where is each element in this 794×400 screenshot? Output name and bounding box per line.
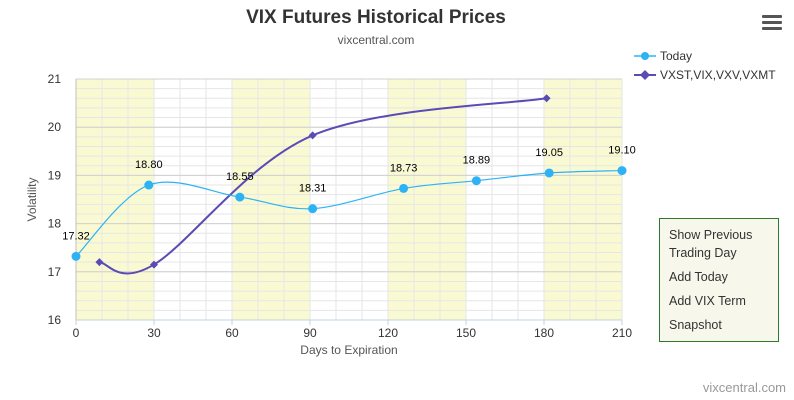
data-point-term (542, 94, 551, 103)
y-tick-label: 19 (48, 168, 62, 182)
data-label-today: 17.32 (62, 230, 90, 242)
legend-circle-icon (634, 51, 656, 60)
data-point-today (399, 183, 409, 193)
menu-item-show-previous[interactable]: Show Previous Trading Day (669, 228, 753, 260)
data-point-today (235, 192, 245, 202)
data-label-today: 18.55 (226, 171, 254, 183)
legend-diamond-icon (634, 69, 656, 80)
x-tick-label: 60 (225, 326, 239, 340)
series-line-term (99, 97, 547, 275)
data-point-today (144, 180, 154, 190)
y-tick-label: 18 (48, 217, 62, 231)
shaded-band (76, 79, 154, 320)
data-label-today: 18.80 (135, 159, 163, 171)
chart-options-menu: Show Previous Trading Day Add Today Add … (659, 218, 779, 342)
chart-legend: Today VXST,VIX,VXV,VXMT (634, 46, 776, 84)
shaded-band (544, 79, 622, 320)
data-label-today: 19.10 (608, 145, 636, 157)
y-axis-title: Volatility (25, 177, 39, 221)
data-point-today (471, 176, 481, 186)
data-point-term (95, 258, 104, 267)
data-point-term (150, 260, 158, 269)
hamburger-menu-icon[interactable] (762, 15, 782, 31)
data-label-today: 18.73 (390, 162, 418, 174)
shaded-band (232, 79, 310, 320)
y-tick-label: 16 (48, 313, 62, 327)
x-tick-label: 180 (534, 326, 554, 340)
x-tick-label: 150 (456, 326, 476, 340)
chart-subtitle: vixcentral.com (337, 33, 415, 47)
data-label-today: 18.89 (463, 155, 491, 167)
data-point-today (71, 251, 81, 261)
chart-title: VIX Futures Historical Prices (246, 7, 506, 28)
x-tick-label: 30 (147, 326, 161, 340)
x-tick-label: 210 (612, 326, 632, 340)
x-tick-label: 120 (378, 326, 398, 340)
data-label-today: 18.31 (299, 183, 327, 195)
data-point-today (544, 168, 554, 178)
y-tick-label: 17 (48, 265, 62, 279)
data-point-today (308, 204, 318, 214)
x-tick-label: 90 (303, 326, 317, 340)
data-label-today: 19.05 (535, 147, 563, 159)
y-tick-label: 20 (48, 120, 62, 134)
legend-label-today: Today (660, 48, 693, 63)
legend-item-term[interactable]: VXST,VIX,VXV,VXMT (634, 65, 776, 84)
data-point-today (617, 166, 627, 176)
shaded-band (388, 79, 466, 320)
x-tick-label: 0 (73, 326, 80, 340)
menu-item-add-vix-term[interactable]: Add VIX Term (669, 294, 746, 308)
y-tick-label: 21 (48, 72, 62, 86)
legend-item-today[interactable]: Today (634, 46, 776, 65)
legend-label-term: VXST,VIX,VXV,VXMT (660, 67, 776, 82)
x-axis-title: Days to Expiration (300, 343, 397, 357)
menu-item-add-today[interactable]: Add Today (669, 270, 728, 284)
data-point-term (308, 131, 317, 140)
menu-item-snapshot[interactable]: Snapshot (669, 318, 722, 332)
credits-link[interactable]: vixcentral.com (702, 380, 786, 395)
